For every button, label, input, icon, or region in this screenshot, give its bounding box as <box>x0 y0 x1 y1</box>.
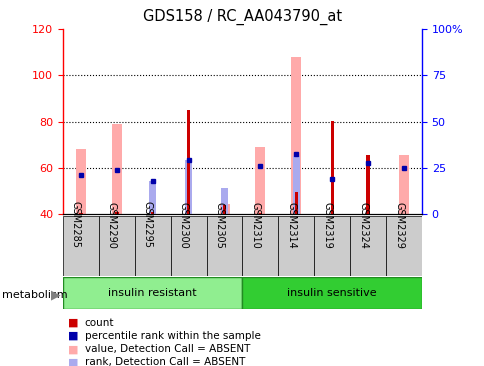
Bar <box>258 213 261 214</box>
Bar <box>314 216 349 276</box>
Text: count: count <box>85 318 114 328</box>
Bar <box>187 110 190 214</box>
Bar <box>398 155 408 214</box>
Bar <box>242 277 421 309</box>
Bar <box>76 149 86 214</box>
Text: GSM2300: GSM2300 <box>178 202 188 249</box>
Bar <box>349 216 385 276</box>
Text: percentile rank within the sample: percentile rank within the sample <box>85 331 260 341</box>
Bar <box>185 160 192 214</box>
Bar <box>291 57 301 214</box>
Text: GSM2285: GSM2285 <box>71 202 81 249</box>
Text: insulin sensitive: insulin sensitive <box>287 288 376 298</box>
Text: insulin resistant: insulin resistant <box>108 288 197 298</box>
Bar <box>170 216 206 276</box>
Bar <box>149 180 156 214</box>
Bar <box>219 204 229 214</box>
Bar <box>242 216 278 276</box>
Text: GSM2329: GSM2329 <box>393 202 403 249</box>
Text: GDS158 / RC_AA043790_at: GDS158 / RC_AA043790_at <box>143 9 341 25</box>
Text: GSM2305: GSM2305 <box>214 202 224 249</box>
Bar <box>292 156 299 214</box>
Text: GSM2290: GSM2290 <box>106 202 117 249</box>
Text: GSM2295: GSM2295 <box>142 202 152 249</box>
Bar <box>63 277 242 309</box>
Bar <box>63 216 99 276</box>
Bar <box>151 212 154 214</box>
Text: ▶: ▶ <box>51 288 60 301</box>
Text: ■: ■ <box>68 344 78 354</box>
Bar <box>221 187 227 214</box>
Bar <box>135 216 170 276</box>
Text: GSM2314: GSM2314 <box>286 202 296 249</box>
Bar <box>366 155 369 214</box>
Bar <box>385 216 421 276</box>
Bar <box>206 216 242 276</box>
Bar <box>294 192 297 214</box>
Text: rank, Detection Call = ABSENT: rank, Detection Call = ABSENT <box>85 357 245 366</box>
Bar <box>79 213 82 214</box>
Bar <box>278 216 314 276</box>
Text: ■: ■ <box>68 331 78 341</box>
Bar <box>255 147 265 214</box>
Text: ■: ■ <box>68 357 78 366</box>
Text: GSM2324: GSM2324 <box>357 202 367 249</box>
Bar <box>112 124 121 214</box>
Text: value, Detection Call = ABSENT: value, Detection Call = ABSENT <box>85 344 250 354</box>
Bar <box>115 212 118 214</box>
Text: ■: ■ <box>68 318 78 328</box>
Bar <box>99 216 135 276</box>
Bar <box>330 120 333 214</box>
Bar <box>223 205 226 214</box>
Text: metabolism: metabolism <box>2 290 68 300</box>
Text: GSM2319: GSM2319 <box>321 202 332 249</box>
Text: GSM2310: GSM2310 <box>250 202 260 249</box>
